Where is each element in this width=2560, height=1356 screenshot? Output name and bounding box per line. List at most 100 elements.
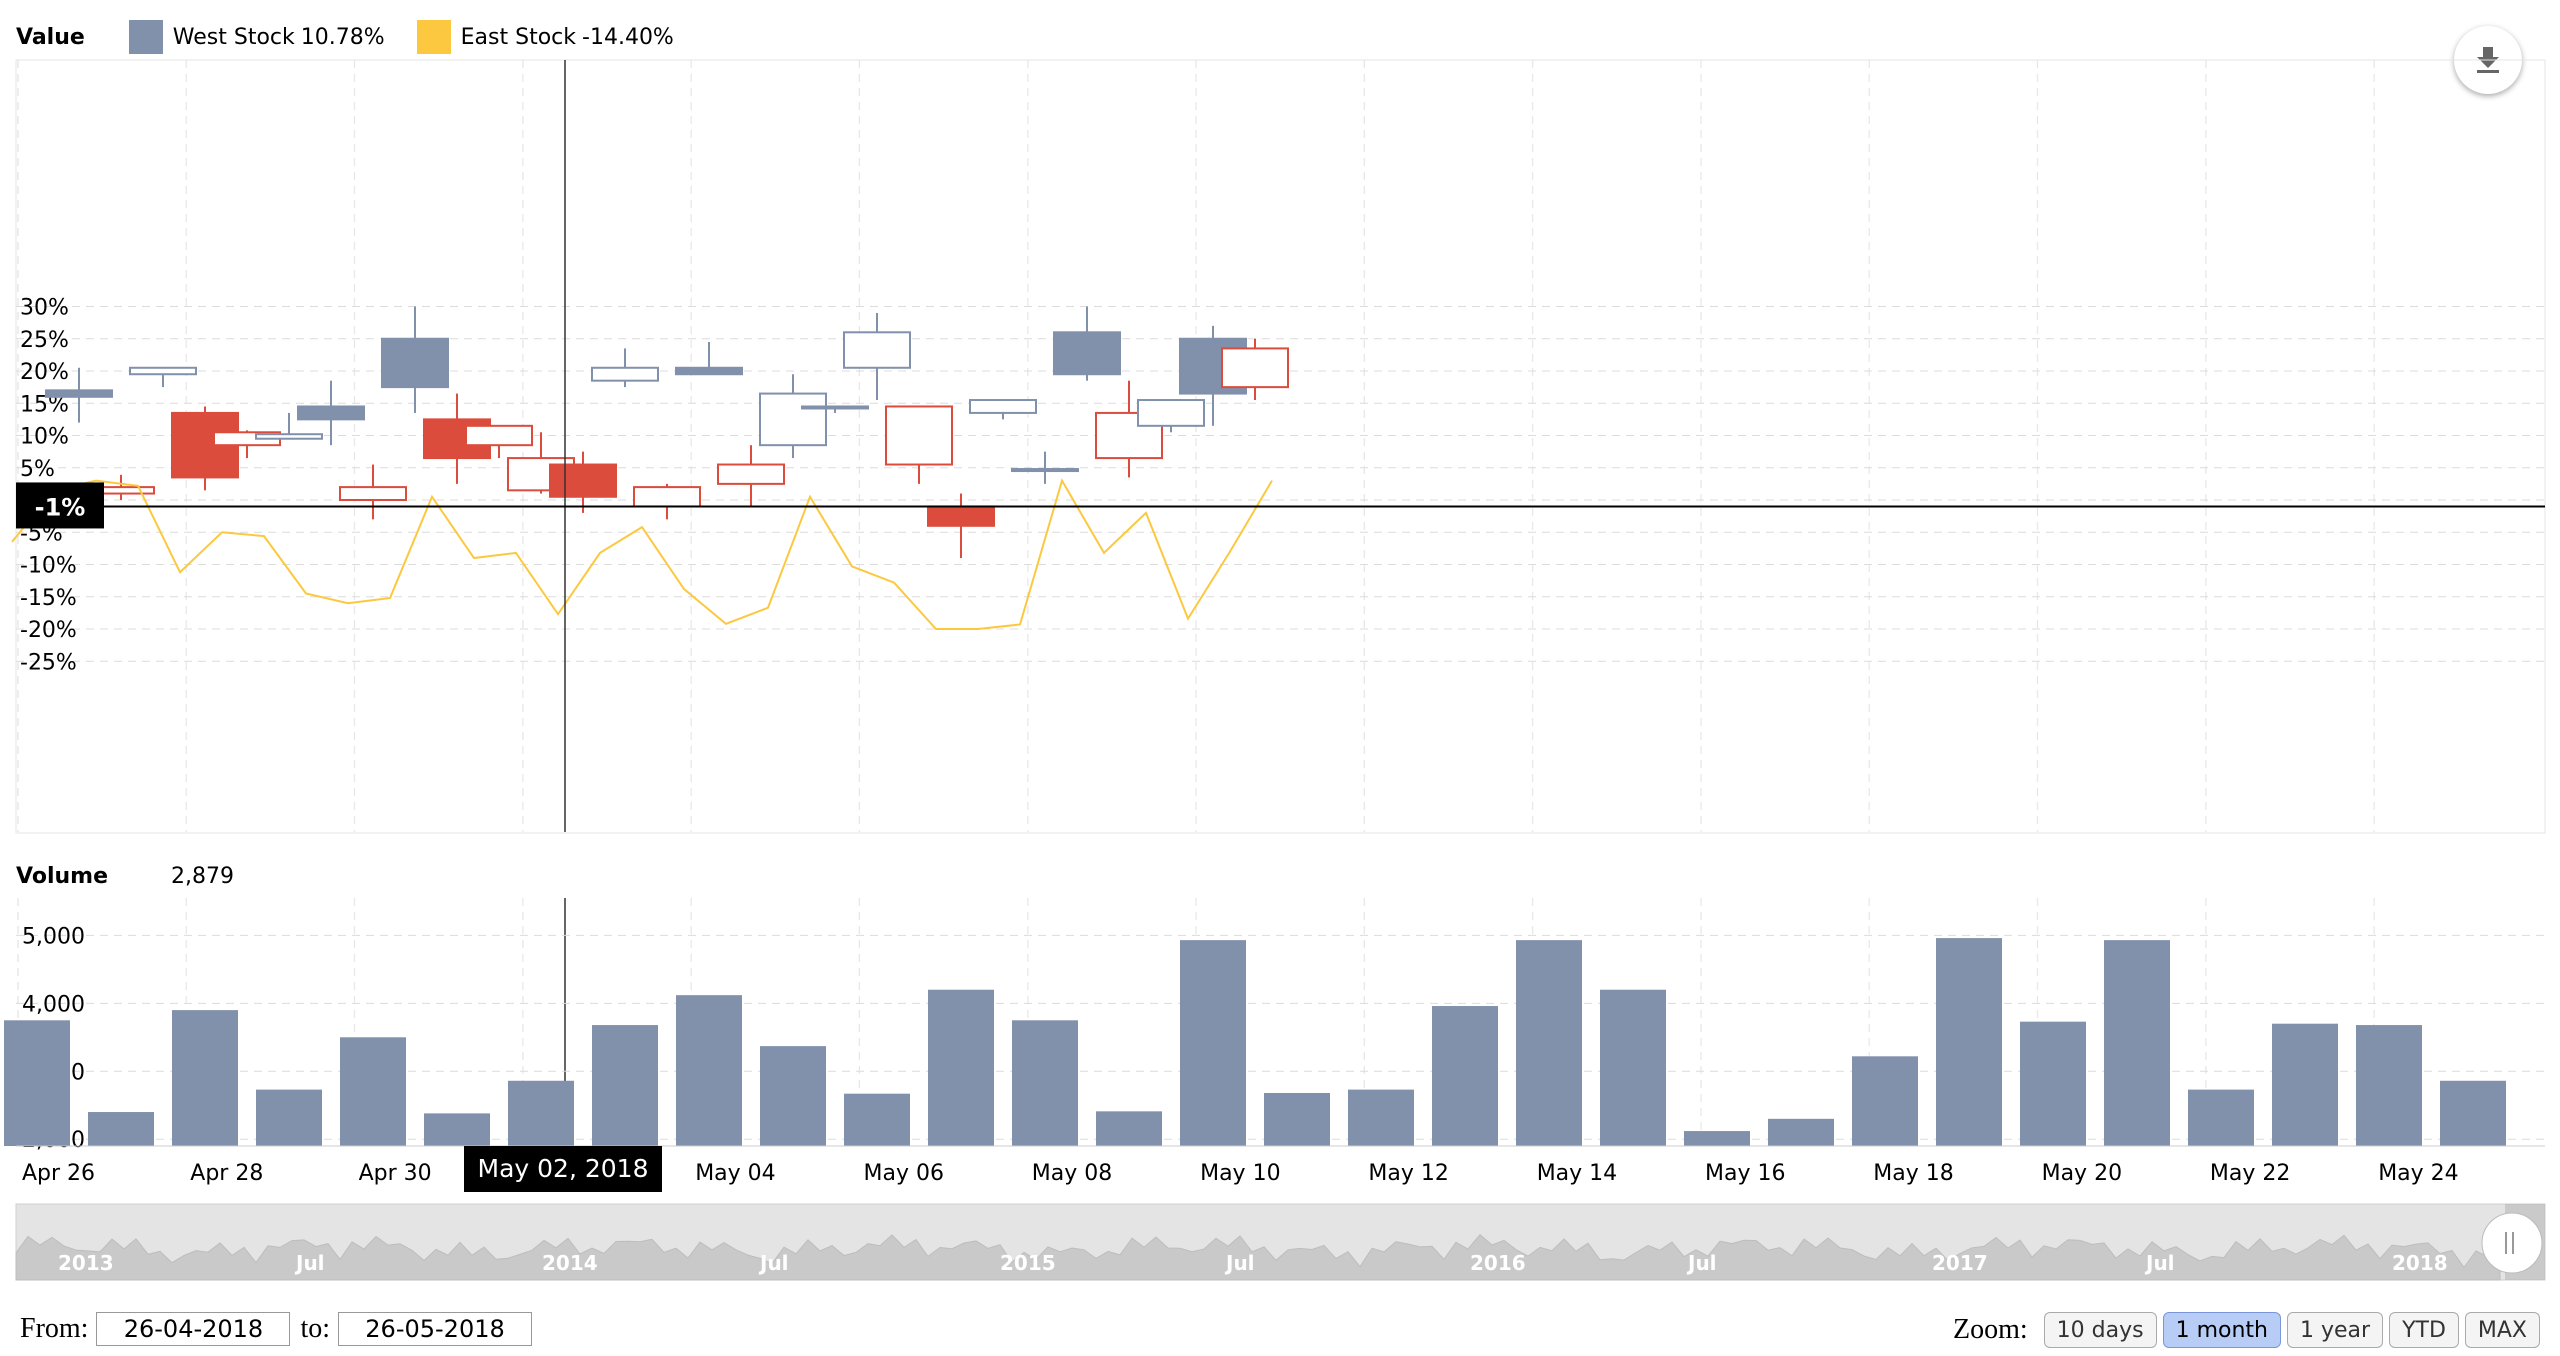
volume-bar[interactable] bbox=[88, 1112, 154, 1146]
candle[interactable] bbox=[1095, 380, 1163, 478]
volume-bar[interactable] bbox=[340, 1037, 406, 1146]
west-value: 10.78% bbox=[300, 24, 385, 50]
candle[interactable] bbox=[1011, 451, 1079, 484]
zoom-max-button[interactable]: MAX bbox=[2464, 1312, 2540, 1348]
candle[interactable] bbox=[45, 367, 113, 423]
range-selector: From: to: bbox=[20, 1312, 542, 1346]
west-swatch bbox=[128, 20, 163, 54]
to-date-input[interactable] bbox=[338, 1312, 533, 1346]
volume-bar[interactable] bbox=[1936, 938, 2002, 1146]
candle[interactable] bbox=[339, 464, 407, 520]
zoom-1-month-button[interactable]: 1 month bbox=[2162, 1312, 2281, 1348]
from-date-input[interactable] bbox=[96, 1312, 291, 1346]
candle[interactable] bbox=[927, 493, 995, 559]
navigator-label: Jul bbox=[1224, 1251, 1255, 1275]
candle[interactable] bbox=[759, 374, 827, 459]
candle-body bbox=[255, 433, 323, 440]
volume-label: Volume bbox=[16, 864, 108, 889]
volume-bar[interactable] bbox=[1852, 1056, 1918, 1146]
volume-bar[interactable] bbox=[4, 1020, 70, 1146]
x-tick-label: May 08 bbox=[1032, 1161, 1112, 1186]
candle[interactable] bbox=[1137, 399, 1205, 433]
volume-bar[interactable] bbox=[508, 1080, 574, 1146]
y-tick-label: 5% bbox=[20, 457, 55, 482]
candle[interactable] bbox=[129, 366, 197, 388]
volume-bar[interactable] bbox=[1432, 1006, 1498, 1146]
candle-body bbox=[885, 405, 953, 466]
legend-item-east[interactable]: East Stock -14.40% bbox=[416, 20, 674, 54]
volume-bar[interactable] bbox=[592, 1025, 658, 1146]
volume-value: 2,879 bbox=[171, 864, 234, 889]
east-stock-line[interactable] bbox=[11, 478, 1273, 630]
volume-bar[interactable] bbox=[928, 989, 994, 1146]
zoom-ytd-button[interactable]: YTD bbox=[2389, 1312, 2459, 1348]
volume-bar[interactable] bbox=[1096, 1111, 1162, 1146]
x-tick-label: May 04 bbox=[695, 1161, 775, 1186]
candle[interactable] bbox=[969, 399, 1037, 420]
volume-bar[interactable] bbox=[1264, 1093, 1330, 1146]
stock-chart[interactable]: 30%25%20%15%10%5%0%-5%-10%-15%-20%-25%-1… bbox=[0, 0, 2560, 1300]
volume-bar[interactable] bbox=[760, 1046, 826, 1146]
zoom-1-year-button[interactable]: 1 year bbox=[2286, 1312, 2384, 1348]
candle-body bbox=[591, 366, 659, 382]
volume-bar[interactable] bbox=[2020, 1021, 2086, 1146]
main-legend: Value West Stock 10.78% East Stock -14.4… bbox=[16, 20, 706, 54]
vol-tick-label: 5,000 bbox=[22, 924, 85, 949]
to-label: to: bbox=[300, 1313, 331, 1344]
candle[interactable] bbox=[633, 483, 701, 520]
candle[interactable] bbox=[297, 380, 365, 446]
x-tick-label: May 24 bbox=[2378, 1161, 2458, 1186]
volume-bar[interactable] bbox=[1516, 940, 1582, 1146]
volume-legend: Volume 2,879 bbox=[16, 864, 234, 889]
candle[interactable] bbox=[549, 451, 617, 513]
volume-bar[interactable] bbox=[2440, 1080, 2506, 1146]
volume-bar[interactable] bbox=[1768, 1118, 1834, 1146]
candle[interactable] bbox=[591, 348, 659, 388]
volume-bar[interactable] bbox=[1600, 989, 1666, 1146]
volume-bar[interactable] bbox=[2104, 940, 2170, 1146]
candle[interactable] bbox=[843, 312, 911, 401]
candle[interactable] bbox=[885, 405, 953, 484]
volume-bar[interactable] bbox=[2188, 1089, 2254, 1146]
candle-body bbox=[297, 405, 365, 421]
volume-bar[interactable] bbox=[172, 1010, 238, 1146]
candle-body bbox=[1221, 347, 1289, 389]
zoom-10-days-button[interactable]: 10 days bbox=[2043, 1312, 2157, 1348]
volume-bar[interactable] bbox=[2272, 1023, 2338, 1146]
legend-item-west[interactable]: West Stock 10.78% bbox=[128, 20, 385, 54]
navigator-label: 2016 bbox=[1470, 1251, 1526, 1275]
value-label: Value bbox=[16, 24, 85, 50]
volume-bar[interactable] bbox=[1180, 940, 1246, 1146]
candle[interactable] bbox=[675, 341, 743, 376]
candle[interactable] bbox=[381, 306, 449, 413]
volume-bar[interactable] bbox=[2356, 1025, 2422, 1146]
plot-area bbox=[15, 59, 2546, 834]
candle[interactable] bbox=[1053, 306, 1121, 381]
candle-body bbox=[1053, 331, 1121, 376]
crosshair-y-badge bbox=[16, 482, 104, 529]
volume-bar[interactable] bbox=[256, 1089, 322, 1146]
navigator-label: 2013 bbox=[58, 1251, 114, 1275]
volume-bar[interactable] bbox=[424, 1113, 490, 1146]
west-name: West Stock bbox=[172, 24, 295, 50]
candle-body bbox=[801, 405, 869, 410]
candle[interactable] bbox=[717, 445, 785, 507]
candle-body bbox=[969, 399, 1037, 414]
download-icon bbox=[2477, 47, 2499, 73]
volume-bar[interactable] bbox=[844, 1093, 910, 1146]
x-tick-label: Apr 26 bbox=[22, 1161, 95, 1186]
y-tick-label: 30% bbox=[20, 296, 69, 321]
x-tick-label: May 10 bbox=[1200, 1161, 1280, 1186]
y-tick-label: 10% bbox=[20, 425, 69, 450]
candle-body bbox=[339, 486, 407, 502]
volume-bar[interactable] bbox=[1012, 1020, 1078, 1146]
candle[interactable] bbox=[171, 406, 239, 491]
navigator-handle[interactable] bbox=[2481, 1212, 2543, 1274]
candle[interactable] bbox=[801, 405, 869, 413]
candle[interactable] bbox=[465, 424, 533, 459]
candle[interactable] bbox=[255, 412, 323, 440]
volume-bar[interactable] bbox=[1684, 1131, 1750, 1146]
candle[interactable] bbox=[1221, 338, 1289, 401]
volume-bar[interactable] bbox=[1348, 1089, 1414, 1146]
volume-bar[interactable] bbox=[676, 995, 742, 1146]
